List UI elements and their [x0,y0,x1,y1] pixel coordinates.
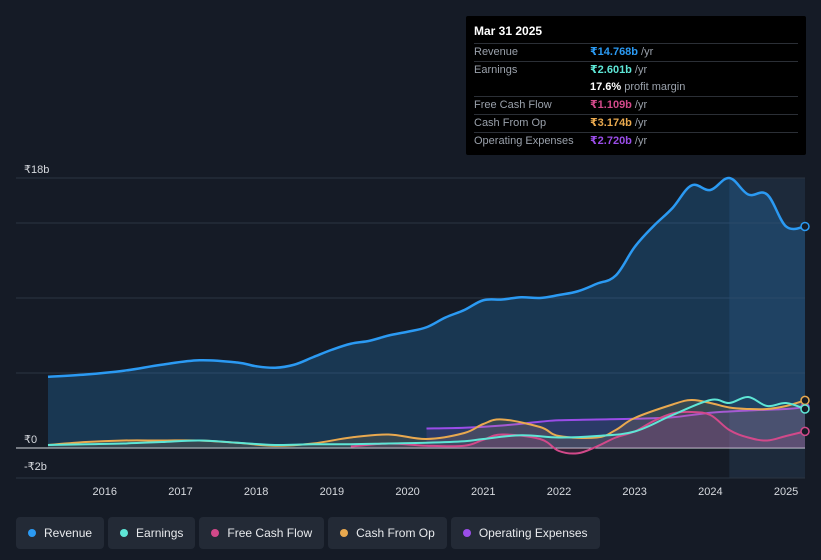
series-layer [47,176,810,455]
legend-item-free-cash-flow[interactable]: Free Cash Flow [199,517,325,549]
operating-expenses-line [426,406,806,430]
tooltip-row: Operating Expenses ₹2.720b/yr [474,132,798,150]
legend-dot-icon [462,529,471,537]
revenue-line [47,176,806,378]
earnings-line [47,395,806,447]
legend-item-earnings[interactable]: Earnings [108,517,196,549]
tooltip-row-label: Operating Expenses [474,135,574,147]
legend-dot-icon [340,529,349,537]
legend: Revenue Earnings Free Cash Flow Cash From O… [16,517,600,549]
tooltip-date: Mar 31 2025 [474,24,543,38]
y-tick-label: ₹18b [24,164,49,176]
tooltip-row-label: Free Cash Flow [474,99,552,111]
tooltip-row-value: ₹2.601b [590,64,632,76]
tooltip-row-value: 17.6% [590,81,622,93]
legend-label: Earnings [136,526,184,540]
legend-label: Cash From Op [356,526,435,540]
tooltip-row-unit: profit margin [624,81,686,93]
x-tick-label: 2018 [244,486,268,498]
legend-item-cash-from-op[interactable]: Cash From Op [328,517,447,549]
legend-label: Free Cash Flow [227,526,313,540]
tooltip-row: Free Cash Flow ₹1.109b/yr [474,96,798,114]
legend-label: Revenue [44,526,93,540]
legend-dot-icon [28,529,36,537]
tooltip-row: Revenue ₹14.768b/yr [474,43,798,61]
operating-expenses-area [426,407,805,448]
tooltip-row-value: ₹14.768b [590,46,639,58]
free-cash-flow-end-point [800,426,810,437]
legend-dot-icon [211,529,220,537]
x-tick-label: 2019 [320,486,344,498]
legend-item-operating-expenses[interactable]: Operating Expenses [450,517,600,549]
tooltip-row-value: ₹3.174b [590,117,632,129]
tooltip-row-unit: /yr [634,117,648,129]
tooltip-row: Earnings ₹2.601b/yr [474,61,798,79]
tooltip-row-unit: /yr [634,135,648,147]
x-tick-label: 2025 [774,486,798,498]
tooltip-row-value: ₹2.720b [590,135,632,147]
tooltip-row-label [474,79,590,96]
x-tick-label: 2020 [395,486,419,498]
cash-from-op-end-point [800,395,810,406]
legend-dot-icon [120,529,129,537]
tooltip-row-value: ₹1.109b [590,99,632,111]
tooltip-panel: Mar 31 2025 Revenue ₹14.768b/yr Earnings ₹2… [466,16,806,155]
x-tick-label: 2016 [93,486,117,498]
x-tick-label: 2023 [622,486,646,498]
tooltip-row-label: Cash From Op [474,117,547,129]
earnings-end-point [800,404,810,414]
tooltip-row: 17.6% profit margin [474,79,798,96]
tooltip-row-label: Earnings [474,64,518,76]
tooltip-row-unit: /yr [634,64,648,76]
revenue-area [48,177,805,448]
legend-item-revenue[interactable]: Revenue [16,517,105,549]
axis-layer: ₹18b ₹0 -₹2b 2016 2017 2018 2019 2020 2021 2022 20… [24,164,798,498]
tooltip-row-unit: /yr [634,99,648,111]
x-tick-label: 2024 [698,486,722,498]
y-tick-label: ₹0 [24,434,37,446]
free-cash-flow-line [350,410,806,455]
cash-from-op-area [48,399,805,448]
x-tick-label: 2017 [168,486,192,498]
y-tick-label: -₹2b [24,461,47,473]
tooltip-row-unit: /yr [641,46,654,58]
free-cash-flow-area [350,411,805,454]
x-tick-label: 2021 [471,486,495,498]
x-tick-label: 2022 [547,486,571,498]
tooltip-row: Cash From Op ₹3.174b/yr [474,114,798,132]
legend-label: Operating Expenses [478,526,588,540]
tooltip-row-label: Revenue [474,46,519,58]
revenue-end-point [800,221,810,232]
